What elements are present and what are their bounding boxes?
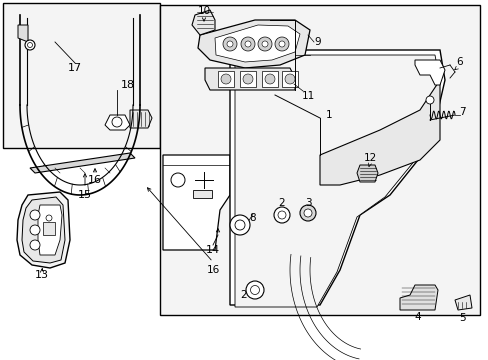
Circle shape [46,215,52,221]
Text: 18: 18 [121,80,135,90]
Circle shape [226,41,232,47]
Circle shape [30,240,40,250]
Polygon shape [18,25,28,42]
Bar [160,5,479,315]
Polygon shape [319,80,439,185]
Polygon shape [163,155,229,250]
Circle shape [299,205,315,221]
Polygon shape [192,10,215,35]
Polygon shape [454,295,471,310]
Circle shape [262,41,267,47]
Polygon shape [193,190,212,198]
Text: 15: 15 [78,190,92,200]
Text: 8: 8 [249,213,256,223]
Circle shape [112,117,122,127]
Text: 17: 17 [68,63,82,73]
Circle shape [25,40,35,50]
Circle shape [243,74,252,84]
Circle shape [258,37,271,51]
Text: 2: 2 [278,198,285,208]
Text: 10: 10 [197,6,210,16]
Polygon shape [22,197,65,263]
Text: 5: 5 [459,313,466,323]
Circle shape [245,281,264,299]
Polygon shape [218,71,234,87]
Polygon shape [215,25,299,62]
Circle shape [273,207,289,223]
Polygon shape [204,68,294,90]
Text: 3: 3 [304,198,311,208]
Bar [3,3,160,148]
Circle shape [241,37,254,51]
Circle shape [304,209,311,217]
Polygon shape [235,55,439,307]
Text: 14: 14 [205,245,220,255]
Text: 12: 12 [363,153,376,163]
Circle shape [171,173,184,187]
Polygon shape [282,71,297,87]
Circle shape [27,42,32,48]
Circle shape [235,220,244,230]
Text: 11: 11 [301,91,314,101]
Text: 9: 9 [314,37,321,47]
Polygon shape [38,205,62,255]
Text: 13: 13 [35,270,49,280]
Circle shape [250,285,259,294]
Text: 16: 16 [88,175,102,185]
Polygon shape [229,50,444,305]
Polygon shape [130,110,152,128]
Polygon shape [414,60,444,85]
Circle shape [279,41,285,47]
Text: 1: 1 [325,110,332,120]
Text: 7: 7 [458,107,465,117]
Text: 4: 4 [414,312,421,322]
Circle shape [274,37,288,51]
Polygon shape [17,192,70,268]
Circle shape [285,74,294,84]
Polygon shape [43,222,55,235]
Polygon shape [262,71,278,87]
Polygon shape [105,115,130,130]
Circle shape [221,74,230,84]
Polygon shape [399,285,437,310]
Text: 16: 16 [206,265,219,275]
Polygon shape [356,165,377,182]
Text: 2: 2 [240,290,247,300]
Circle shape [244,41,250,47]
Circle shape [264,74,274,84]
Circle shape [278,211,285,219]
Polygon shape [198,20,309,68]
Circle shape [425,96,433,104]
Polygon shape [240,71,256,87]
Polygon shape [30,153,135,173]
Circle shape [223,37,237,51]
Text: 6: 6 [456,57,462,67]
Circle shape [30,210,40,220]
Circle shape [30,225,40,235]
Circle shape [229,215,249,235]
